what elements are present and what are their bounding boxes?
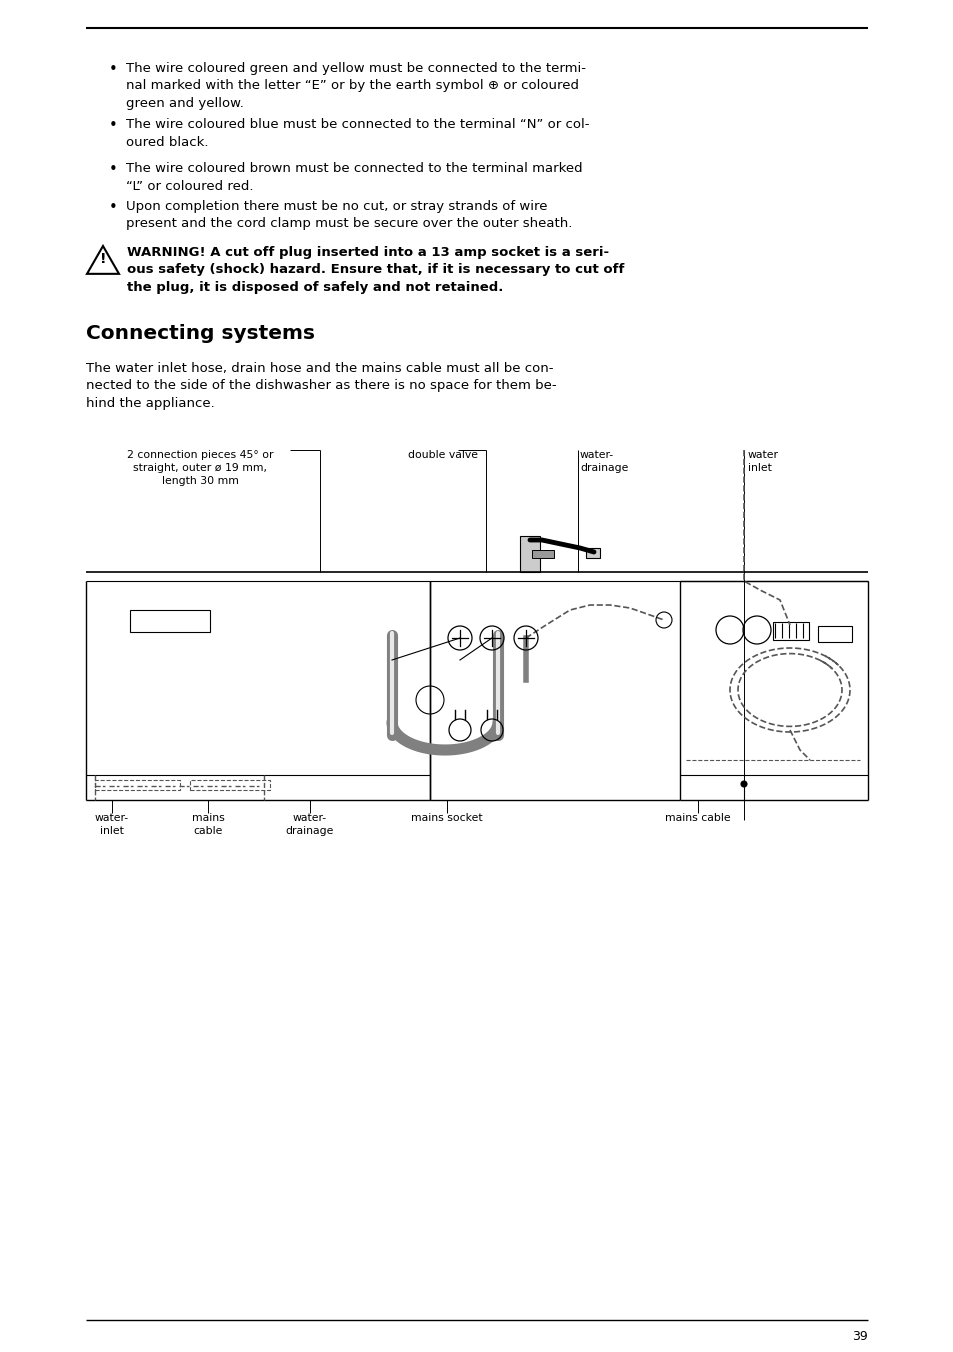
- Text: The wire coloured green and yellow must be connected to the termi-
nal marked wi: The wire coloured green and yellow must …: [126, 62, 585, 110]
- Text: •: •: [109, 162, 117, 177]
- Bar: [817, 626, 851, 642]
- Text: •: •: [109, 118, 117, 132]
- Bar: [190, 780, 270, 790]
- Bar: [519, 535, 539, 572]
- Text: •: •: [109, 62, 117, 77]
- Text: mains
cable: mains cable: [192, 813, 224, 836]
- Bar: [532, 550, 554, 558]
- Bar: [130, 610, 210, 631]
- Text: mains socket: mains socket: [411, 813, 482, 823]
- Text: water-
drainage: water- drainage: [579, 450, 628, 473]
- Text: WARNING! A cut off plug inserted into a 13 amp socket is a seri-
ous safety (sho: WARNING! A cut off plug inserted into a …: [127, 246, 623, 293]
- Text: The water inlet hose, drain hose and the mains cable must all be con-
nected to : The water inlet hose, drain hose and the…: [86, 362, 556, 410]
- Text: Upon completion there must be no cut, or stray strands of wire
present and the c: Upon completion there must be no cut, or…: [126, 200, 572, 230]
- Circle shape: [740, 781, 746, 787]
- Text: 39: 39: [851, 1330, 867, 1343]
- Bar: [585, 548, 599, 558]
- Text: water-
drainage: water- drainage: [286, 813, 334, 836]
- Text: mains cable: mains cable: [664, 813, 730, 823]
- Bar: [772, 622, 808, 639]
- Bar: [95, 780, 180, 790]
- Text: water
inlet: water inlet: [747, 450, 779, 473]
- Text: The wire coloured blue must be connected to the terminal “N” or col-
oured black: The wire coloured blue must be connected…: [126, 118, 589, 149]
- Text: The wire coloured brown must be connected to the terminal marked
“L” or coloured: The wire coloured brown must be connecte…: [126, 162, 582, 192]
- Text: !: !: [100, 251, 106, 266]
- Text: •: •: [109, 200, 117, 215]
- Text: double valve: double valve: [408, 450, 477, 460]
- Text: 2 connection pieces 45° or
straight, outer ø 19 mm,
length 30 mm: 2 connection pieces 45° or straight, out…: [127, 450, 273, 487]
- Text: water-
inlet: water- inlet: [95, 813, 129, 836]
- Text: Connecting systems: Connecting systems: [86, 324, 314, 343]
